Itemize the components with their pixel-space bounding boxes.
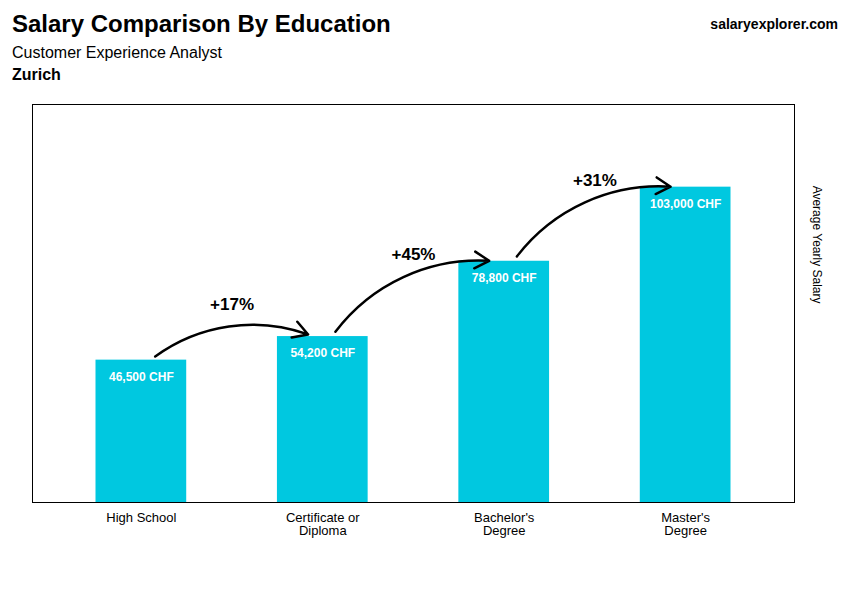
html-text:salaryexplorer.com: salaryexplorer.com	[710, 16, 838, 32]
svg-text:103,000 CHF: 103,000 CHF	[650, 197, 721, 211]
svg-text:+31%: +31%	[573, 171, 617, 190]
svg-text:Master'sDegree: Master'sDegree	[661, 510, 710, 538]
svg-text:High School: High School	[106, 510, 176, 525]
svg-text:+17%: +17%	[210, 295, 254, 314]
html-text:Zurich: Zurich	[12, 66, 61, 83]
svg-text:78,800 CHF: 78,800 CHF	[472, 271, 537, 285]
html-text:Customer Experience Analyst: Customer Experience Analyst	[12, 44, 222, 61]
svg-text:Average Yearly Salary: Average Yearly Salary	[810, 186, 824, 304]
html-text:Salary Comparison By Education: Salary Comparison By Education	[12, 10, 391, 37]
svg-text:Certificate orDiploma: Certificate orDiploma	[286, 510, 360, 538]
svg-text:54,200 CHF: 54,200 CHF	[290, 346, 355, 360]
svg-text:Bachelor'sDegree: Bachelor'sDegree	[474, 510, 535, 538]
svg-text:+45%: +45%	[392, 245, 436, 264]
svg-text:46,500 CHF: 46,500 CHF	[109, 370, 174, 384]
